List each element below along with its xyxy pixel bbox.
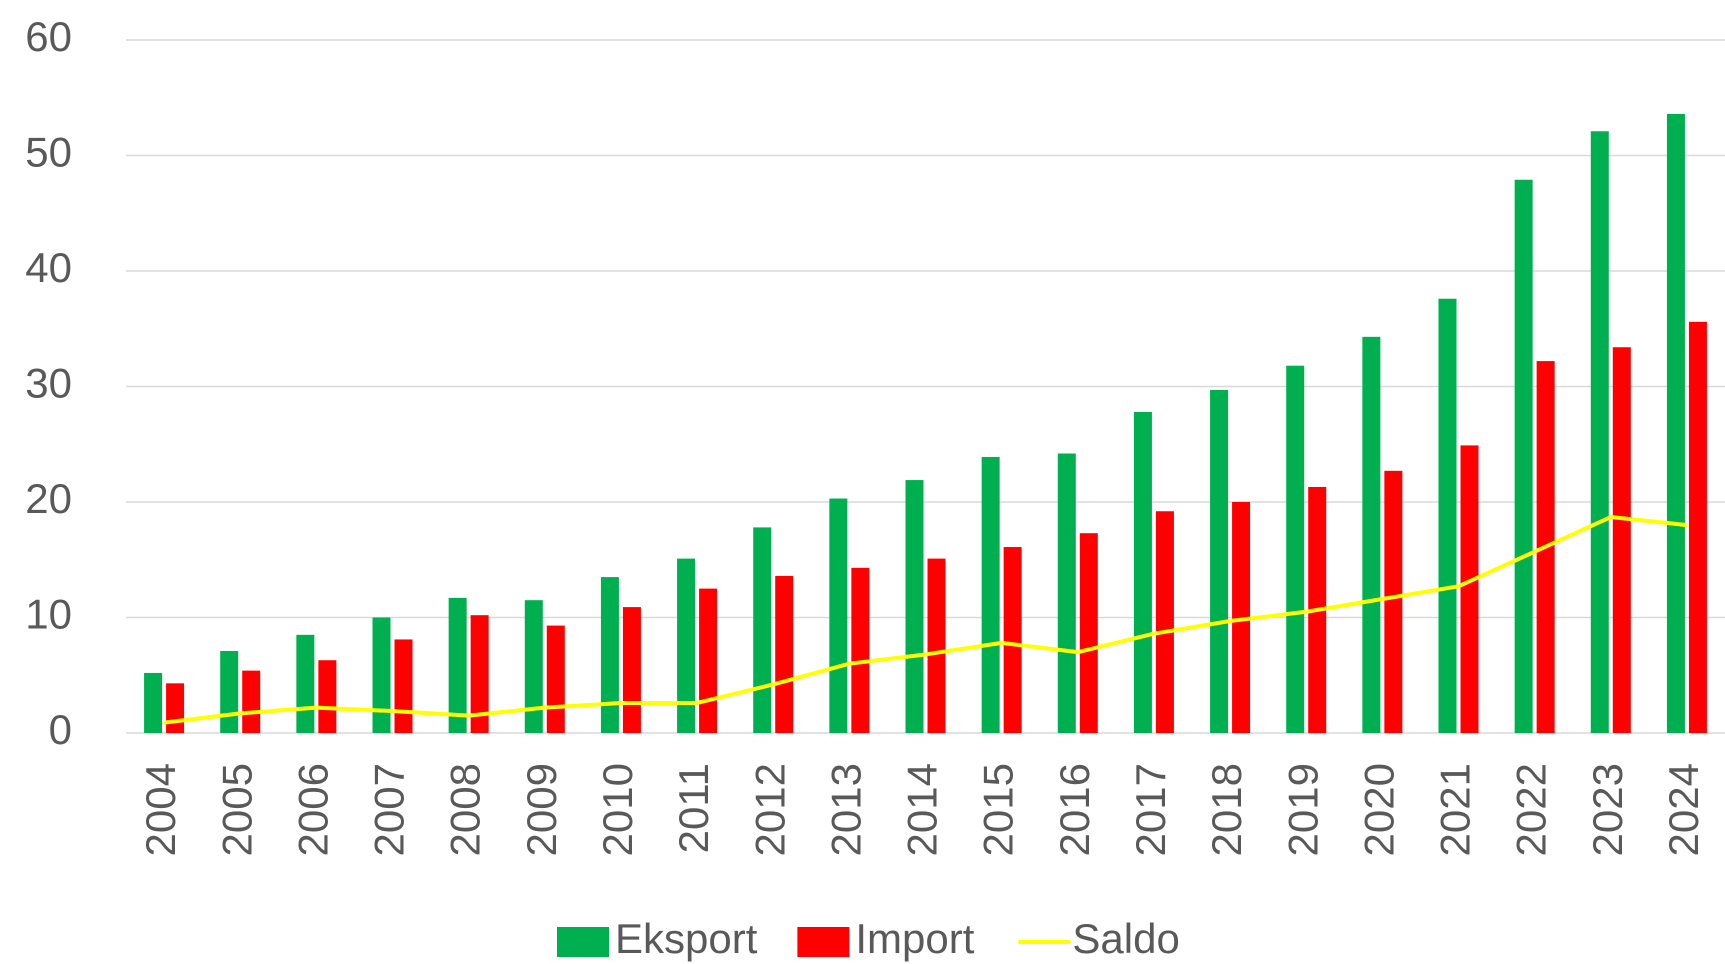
x-tick-label: 2018 xyxy=(1203,763,1250,856)
bar xyxy=(851,567,870,733)
x-tick-label: 2010 xyxy=(594,763,641,856)
x-tick-label: 2007 xyxy=(366,763,413,856)
bar xyxy=(1688,321,1707,733)
x-tick-label: 2012 xyxy=(746,763,793,856)
legend-swatch xyxy=(557,927,609,957)
x-tick-label: 2017 xyxy=(1127,763,1174,856)
bar xyxy=(1590,131,1609,733)
x-tick-label: 2014 xyxy=(899,763,946,856)
bar xyxy=(829,498,848,733)
bar xyxy=(1079,533,1098,733)
y-tick-label: 50 xyxy=(25,129,72,176)
y-tick-label: 0 xyxy=(49,706,72,753)
x-tick-label: 2013 xyxy=(822,763,869,856)
x-tick-label: 2008 xyxy=(442,763,489,856)
bar xyxy=(242,670,261,733)
legend-label: Eksport xyxy=(615,915,758,962)
bar xyxy=(1232,502,1251,733)
x-tick-label: 2016 xyxy=(1051,763,1098,856)
bar xyxy=(1384,470,1403,733)
bar xyxy=(1514,179,1533,733)
bar xyxy=(699,588,718,733)
bar xyxy=(524,600,543,733)
x-tick-label: 2009 xyxy=(518,763,565,856)
x-tick-label: 2005 xyxy=(213,763,260,856)
bar xyxy=(220,650,239,733)
bar xyxy=(622,607,641,733)
bar xyxy=(1133,411,1152,733)
bar xyxy=(448,597,467,733)
bar xyxy=(546,625,565,733)
bar xyxy=(372,617,391,733)
bar xyxy=(1057,453,1076,733)
x-tick-label: 2015 xyxy=(975,763,1022,856)
bar xyxy=(753,527,772,733)
bar xyxy=(296,634,315,733)
y-tick-label: 10 xyxy=(25,591,72,638)
x-tick-label: 2004 xyxy=(137,763,184,856)
x-tick-label: 2006 xyxy=(289,763,336,856)
x-tick-label: 2024 xyxy=(1660,763,1707,856)
bar xyxy=(1612,347,1631,733)
bar xyxy=(600,577,619,733)
y-tick-label: 40 xyxy=(25,244,72,291)
bar xyxy=(394,639,413,733)
line xyxy=(163,515,1688,725)
x-tick-label: 2022 xyxy=(1508,763,1555,856)
y-tick-label: 20 xyxy=(25,475,72,522)
bar xyxy=(905,480,924,733)
bar xyxy=(775,575,794,733)
x-tick-label: 2023 xyxy=(1584,763,1631,856)
bar xyxy=(166,683,185,733)
bar xyxy=(1666,113,1685,734)
bar xyxy=(1438,298,1457,733)
x-tick-label: 2011 xyxy=(670,763,717,853)
bar xyxy=(981,456,1000,733)
y-tick-label: 60 xyxy=(25,13,72,60)
legend-label: Saldo xyxy=(1072,915,1179,962)
legend-label: Import xyxy=(855,915,974,962)
bar xyxy=(470,615,489,733)
y-tick-label: 30 xyxy=(25,360,72,407)
bar xyxy=(1460,445,1479,733)
bar xyxy=(1003,547,1022,733)
bar xyxy=(1286,365,1305,733)
bar xyxy=(144,672,163,733)
bar xyxy=(677,558,696,733)
x-tick-label: 2021 xyxy=(1432,763,1479,856)
x-tick-label: 2019 xyxy=(1279,763,1326,856)
legend-swatch xyxy=(797,927,850,957)
bar xyxy=(927,558,946,733)
x-tick-label: 2020 xyxy=(1355,763,1402,856)
bar xyxy=(1155,511,1174,733)
bar xyxy=(1362,336,1381,733)
bar xyxy=(318,660,337,733)
bar xyxy=(1210,389,1229,733)
